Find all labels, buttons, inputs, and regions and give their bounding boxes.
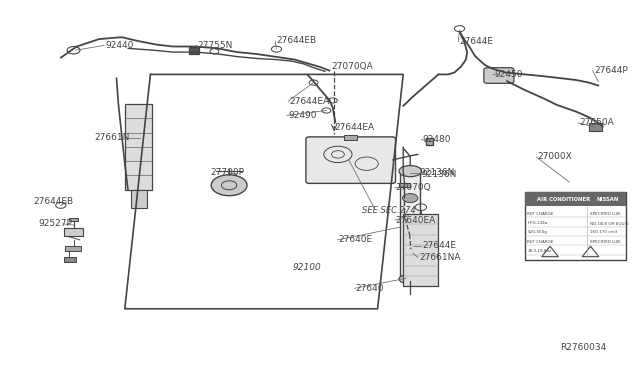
Circle shape <box>404 238 417 245</box>
Text: 92136N: 92136N <box>419 169 454 177</box>
Text: 27644EB: 27644EB <box>276 36 317 45</box>
Text: 92440: 92440 <box>106 41 134 50</box>
Text: 27700P: 27700P <box>210 169 244 177</box>
Bar <box>344 135 357 140</box>
Circle shape <box>403 193 418 202</box>
Text: R2760034: R2760034 <box>560 343 606 352</box>
Text: 92490: 92490 <box>288 111 317 120</box>
FancyBboxPatch shape <box>484 68 514 83</box>
Text: SEE SEC.274: SEE SEC.274 <box>362 206 415 215</box>
Text: 27755N: 27755N <box>197 41 232 50</box>
Text: 27661NA: 27661NA <box>419 253 461 262</box>
Bar <box>589 123 602 131</box>
Bar <box>525 192 626 260</box>
Bar <box>525 192 626 206</box>
Text: 92527P: 92527P <box>38 219 72 228</box>
Text: 27644E: 27644E <box>460 37 493 46</box>
Bar <box>69 218 78 221</box>
Text: 92136N: 92136N <box>421 170 456 179</box>
Text: 92100: 92100 <box>293 263 321 272</box>
Text: 27644EA: 27644EA <box>334 123 374 132</box>
Bar <box>426 138 433 145</box>
Circle shape <box>211 175 247 196</box>
Text: ND-OIL8 OR EQUIV.: ND-OIL8 OR EQUIV. <box>589 221 628 225</box>
Bar <box>64 257 76 262</box>
Text: REF CHARGE: REF CHARGE <box>527 212 554 216</box>
Bar <box>189 47 199 54</box>
FancyBboxPatch shape <box>306 137 396 183</box>
Text: 18.3-19.8oz: 18.3-19.8oz <box>527 249 552 253</box>
Text: 27070Q: 27070Q <box>396 183 431 192</box>
Text: 92450: 92450 <box>494 70 523 79</box>
Text: 27644EA: 27644EA <box>289 97 330 106</box>
Text: 27644E: 27644E <box>422 241 456 250</box>
Text: REF CHARGE: REF CHARGE <box>527 240 554 244</box>
Text: AIR CONDITIONER: AIR CONDITIONER <box>536 196 590 202</box>
Bar <box>125 104 152 190</box>
Text: SPECIFIED LUB.: SPECIFIED LUB. <box>589 240 621 244</box>
Text: 92480: 92480 <box>422 135 451 144</box>
Bar <box>403 214 438 286</box>
Bar <box>65 246 81 251</box>
Text: HFG-134a: HFG-134a <box>527 221 548 225</box>
Text: SPECIFIED LUB.: SPECIFIED LUB. <box>589 212 621 216</box>
Text: NISSAN: NISSAN <box>596 196 619 202</box>
Ellipse shape <box>399 166 422 177</box>
Text: 27640: 27640 <box>356 284 385 293</box>
Text: 27640E: 27640E <box>338 235 372 244</box>
Text: 27644P: 27644P <box>594 66 628 75</box>
Text: 27070QA: 27070QA <box>332 62 373 71</box>
Text: 27650A: 27650A <box>579 118 614 127</box>
Bar <box>400 171 420 279</box>
Text: 520-560g: 520-560g <box>527 230 547 234</box>
Ellipse shape <box>399 275 422 283</box>
Text: 27661N: 27661N <box>95 133 130 142</box>
Bar <box>131 190 147 208</box>
Text: 27640EA: 27640EA <box>396 216 436 225</box>
Text: 27000X: 27000X <box>538 153 572 161</box>
Bar <box>64 228 83 236</box>
Bar <box>399 183 410 187</box>
Text: 27644EB: 27644EB <box>33 197 74 206</box>
Text: 160-170 cm3: 160-170 cm3 <box>589 230 617 234</box>
